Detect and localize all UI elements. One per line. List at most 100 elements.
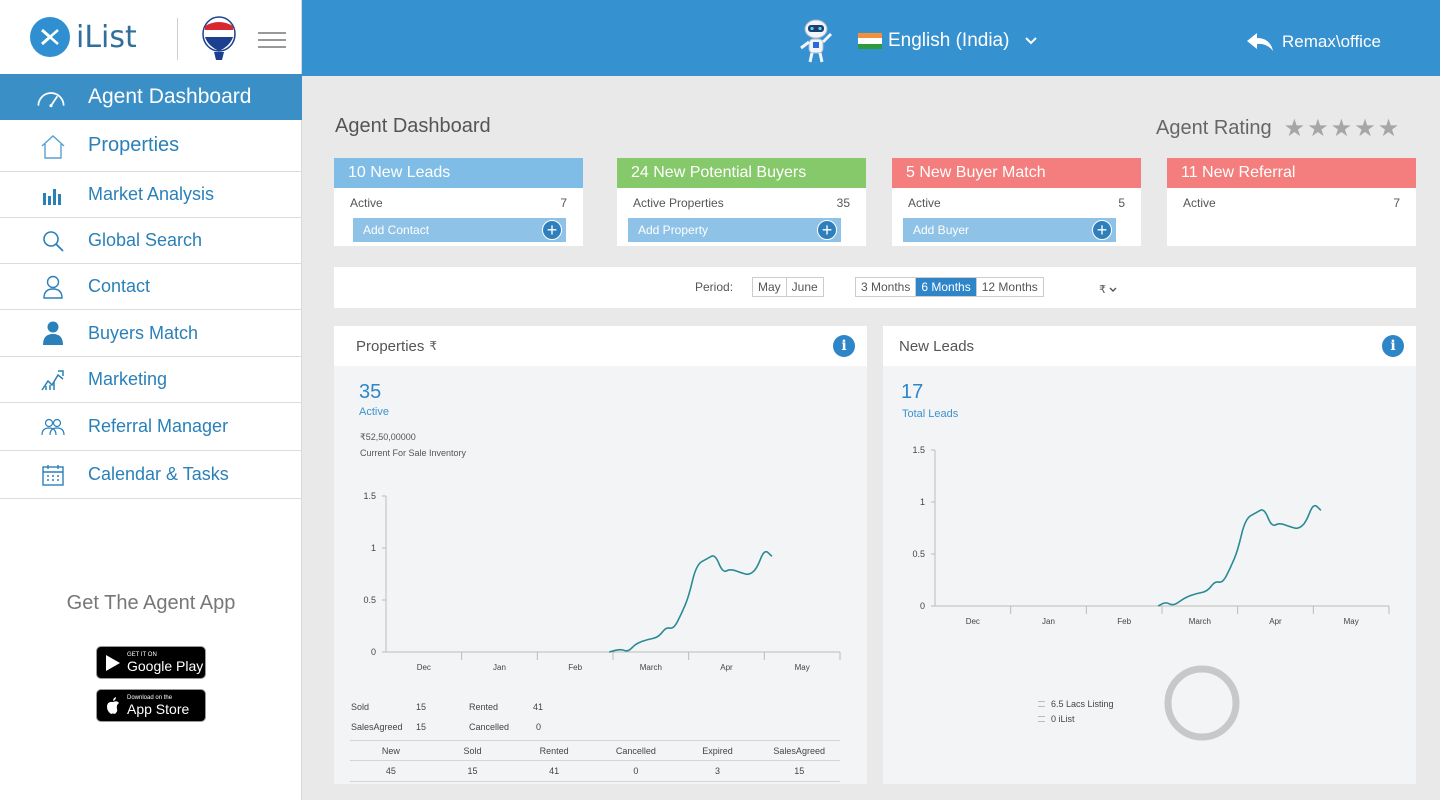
sidebar-item-contact[interactable]: Contact <box>0 264 302 310</box>
summary-sold-value: 15 <box>416 702 427 712</box>
user-icon <box>40 274 66 300</box>
sidebar: iList Agent Dashboard Properties Market … <box>0 0 302 800</box>
app-store-big: App Store <box>127 700 190 717</box>
sidebar-item-market-analysis[interactable]: Market Analysis <box>0 172 302 218</box>
x-tick-label: Dec <box>966 617 980 626</box>
office-label: Remax\office <box>1282 32 1381 51</box>
properties-summary-table: New Sold Rented Cancelled Expired SalesA… <box>350 740 840 782</box>
sidebar-item-label: Agent Dashboard <box>88 85 252 108</box>
summary-rented-label: Rented <box>469 702 499 712</box>
range-3-months[interactable]: 3 Months <box>856 278 917 296</box>
google-play-big: Google Play <box>127 657 204 674</box>
menu-toggle-icon[interactable] <box>258 32 286 53</box>
summary-cancelled-label: Cancelled <box>469 722 510 732</box>
series-line <box>1157 504 1322 607</box>
growth-icon <box>40 367 66 393</box>
table-cell: 15 <box>794 766 805 776</box>
month-selector: May June <box>752 277 824 297</box>
people-icon <box>40 414 66 440</box>
remax-balloon-icon <box>202 16 236 60</box>
sidebar-item-global-search[interactable]: Global Search <box>0 218 302 264</box>
y-tick-label: 0.5 <box>363 595 376 605</box>
sidebar-item-referral-manager[interactable]: Referral Manager <box>0 403 302 451</box>
properties-count: 35 <box>359 381 382 403</box>
potential-buyers-card: 24 New Potential Buyers Active Propertie… <box>617 158 866 246</box>
add-contact-button[interactable]: Add Contact + <box>353 218 566 242</box>
sidebar-item-calendar-tasks[interactable]: Calendar & Tasks <box>0 451 302 499</box>
brand-bar: iList <box>0 0 301 74</box>
ilist-logo-icon <box>30 17 70 57</box>
legend-label: 6.5 Lacs Listing <box>1051 699 1114 709</box>
add-buyer-button[interactable]: Add Buyer + <box>903 218 1116 242</box>
language-selector[interactable]: English (India) <box>858 30 1038 52</box>
stat-label: Active <box>908 196 941 210</box>
new-leads-active-row: Active 7 <box>334 196 583 210</box>
ilist-logo[interactable]: iList <box>30 17 137 57</box>
legend-marker-icon <box>1038 701 1045 707</box>
new-leads-card: 10 New Leads Active 7 Add Contact + <box>334 158 583 246</box>
stat-value: 7 <box>1393 196 1400 210</box>
sidebar-item-label: Calendar & Tasks <box>88 464 229 484</box>
new-referral-title[interactable]: 11 New Referral <box>1167 158 1416 188</box>
month-may[interactable]: May <box>753 278 787 296</box>
x-tick-label: Jan <box>1042 617 1055 626</box>
x-tick-label: May <box>795 663 810 672</box>
sidebar-item-marketing[interactable]: Marketing <box>0 357 302 403</box>
currency-dropdown[interactable]: ₹ <box>1099 283 1117 296</box>
app-store-small: Download on the <box>127 694 173 701</box>
x-tick-label: May <box>1344 617 1359 626</box>
sidebar-item-properties[interactable]: Properties <box>0 120 302 172</box>
info-icon[interactable]: i <box>1382 335 1404 357</box>
google-play-icon <box>106 654 120 671</box>
properties-panel-title: Properties <box>356 337 425 355</box>
google-play-button[interactable]: GET IT ON Google Play <box>96 646 206 679</box>
table-header-row: New Sold Rented Cancelled Expired SalesA… <box>350 740 840 761</box>
new-leads-title[interactable]: 10 New Leads <box>334 158 583 188</box>
office-switch[interactable]: Remax\office <box>1246 32 1381 52</box>
sidebar-item-agent-dashboard[interactable]: Agent Dashboard <box>0 74 302 120</box>
app-store-button[interactable]: Download on the App Store <box>96 689 206 722</box>
x-tick-label: March <box>640 663 662 672</box>
india-flag-icon <box>858 33 882 49</box>
sidebar-item-label: Market Analysis <box>88 184 215 204</box>
potential-buyers-title[interactable]: 24 New Potential Buyers <box>617 158 866 188</box>
assistant-robot-icon[interactable] <box>796 18 836 64</box>
sidebar-item-buyers-match[interactable]: Buyers Match <box>0 310 302 357</box>
legend-item: 6.5 Lacs Listing <box>1038 699 1114 709</box>
user-filled-icon <box>40 320 66 346</box>
donut-ring <box>1164 665 1240 741</box>
range-6-months[interactable]: 6 Months <box>916 278 977 296</box>
page-title: Agent Dashboard <box>335 115 491 137</box>
add-property-button[interactable]: Add Property + <box>628 218 841 242</box>
sidebar-item-label: Buyers Match <box>88 322 199 343</box>
inventory-value: ₹52,50,00000 <box>360 432 416 442</box>
y-tick-label: 1.5 <box>363 491 376 501</box>
y-tick-label: 1 <box>920 497 925 507</box>
add-contact-label: Add Contact <box>363 223 430 237</box>
sidebar-item-label: Contact <box>88 276 151 296</box>
leads-line-chart: 0 0.5 1 1.5 Dec Jan Feb March Apr May <box>912 445 1390 626</box>
month-june[interactable]: June <box>791 280 818 294</box>
x-tick-label: Feb <box>1117 617 1131 626</box>
period-filter-bar: Period: May June 3 Months 6 Months 12 Mo… <box>334 267 1416 308</box>
language-label: English (India) <box>888 30 1010 51</box>
info-icon[interactable]: i <box>833 335 855 357</box>
table-header: New <box>381 745 400 756</box>
referral-active-row: Active 7 <box>1167 196 1416 210</box>
new-leads-panel-title: New Leads <box>899 337 975 355</box>
buyer-match-card: 5 New Buyer Match Active 5 Add Buyer + <box>892 158 1141 246</box>
x-tick-label: Apr <box>720 663 733 672</box>
summary-cancelled-value: 0 <box>536 722 542 732</box>
x-tick-label: Jan <box>493 663 506 672</box>
google-play-small: GET IT ON <box>127 651 157 658</box>
currency-symbol: ₹ <box>1099 284 1106 296</box>
brand-name: iList <box>76 19 137 55</box>
agent-rating: Agent Rating ★★★★★ <box>1156 114 1401 143</box>
buyer-match-title[interactable]: 5 New Buyer Match <box>892 158 1141 188</box>
range-12-months[interactable]: 12 Months <box>981 280 1038 294</box>
get-app-heading: Get The Agent App <box>66 592 236 614</box>
active-properties-row: Active Properties 35 <box>617 196 866 210</box>
table-cell: 0 <box>633 766 639 776</box>
new-leads-panel: New Leads i 17 Total Leads 0 0.5 1 1.5 Dec Ja… <box>883 326 1416 784</box>
stat-value: 35 <box>836 196 850 210</box>
